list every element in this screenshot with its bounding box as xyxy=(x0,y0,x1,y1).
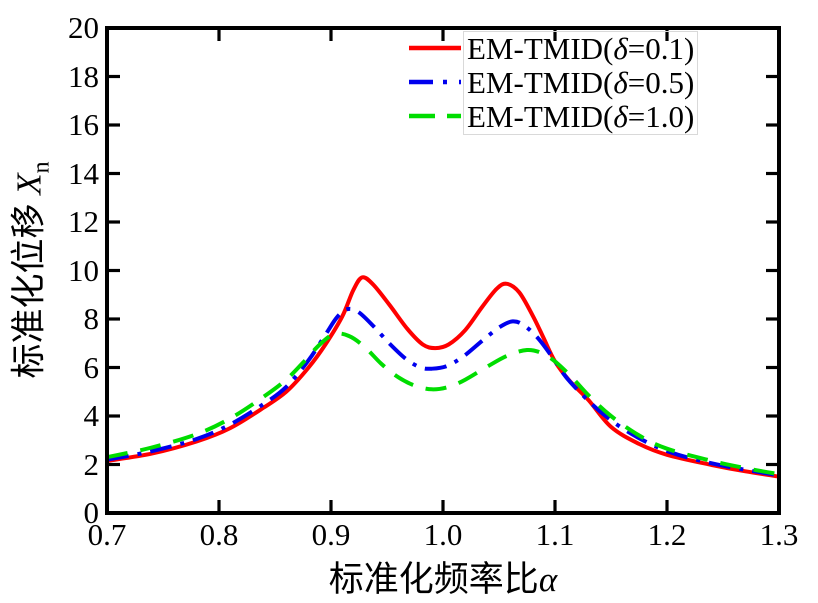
y-tick-label: 20 xyxy=(68,10,99,45)
x-tick-label: 1.2 xyxy=(647,517,687,552)
legend-line-icon-dashed xyxy=(409,113,461,119)
legend: EM-TMID(δ=0.1) EM-TMID(δ=0.5) EM-TMID(δ=… xyxy=(407,31,699,135)
y-tick-label: 10 xyxy=(68,252,99,288)
legend-label-suffix: =1.0) xyxy=(627,99,695,134)
y-tick-label: 16 xyxy=(68,107,99,142)
y-tick-label: 18 xyxy=(68,58,99,94)
legend-label: EM-TMID(δ=1.0) xyxy=(467,100,694,134)
y-tick-label: 12 xyxy=(68,204,99,239)
x-tick-label: 0.9 xyxy=(311,517,351,552)
legend-line-samples xyxy=(407,31,463,135)
legend-label: EM-TMID(δ=0.1) xyxy=(467,32,694,66)
x-axis-symbol: α xyxy=(538,560,558,599)
legend-label-text: EM-TMID( xyxy=(467,99,614,134)
legend-label-text: EM-TMID( xyxy=(467,65,614,100)
legend-label-symbol: δ xyxy=(613,65,628,100)
legend-label-symbol: δ xyxy=(613,99,628,134)
series-line xyxy=(106,306,780,478)
x-axis-title-text: 标准化频率比 xyxy=(328,560,539,599)
x-tick-label: 0.7 xyxy=(87,517,127,552)
legend-label: EM-TMID(δ=0.5) xyxy=(467,66,694,100)
legend-line-icon-solid xyxy=(409,45,461,51)
legend-label-suffix: =0.5) xyxy=(627,65,695,100)
x-tick-label: 1.3 xyxy=(759,517,799,552)
y-tick-label: 8 xyxy=(83,301,100,336)
y-tick-label: 4 xyxy=(83,398,100,433)
legend-line-icon-dashdot xyxy=(409,79,461,85)
y-tick-label: 6 xyxy=(83,349,100,385)
y-tick-label: 0 xyxy=(83,495,100,530)
x-axis-title: 标准化频率比α xyxy=(329,551,557,602)
x-tick-label: 1.1 xyxy=(535,517,575,552)
y-tick-label: 14 xyxy=(68,155,99,191)
legend-labels: EM-TMID(δ=0.1) EM-TMID(δ=0.5) EM-TMID(δ=… xyxy=(463,31,699,135)
series-line xyxy=(106,331,780,477)
x-tick-label: 1.0 xyxy=(423,517,463,552)
legend-label-symbol: δ xyxy=(613,31,628,66)
legend-label-text: EM-TMID( xyxy=(467,31,614,66)
series-line xyxy=(106,275,780,479)
x-tick-label: 0.8 xyxy=(199,517,239,552)
y-tick-label: 2 xyxy=(83,446,100,482)
legend-label-suffix: =0.1) xyxy=(627,31,695,66)
